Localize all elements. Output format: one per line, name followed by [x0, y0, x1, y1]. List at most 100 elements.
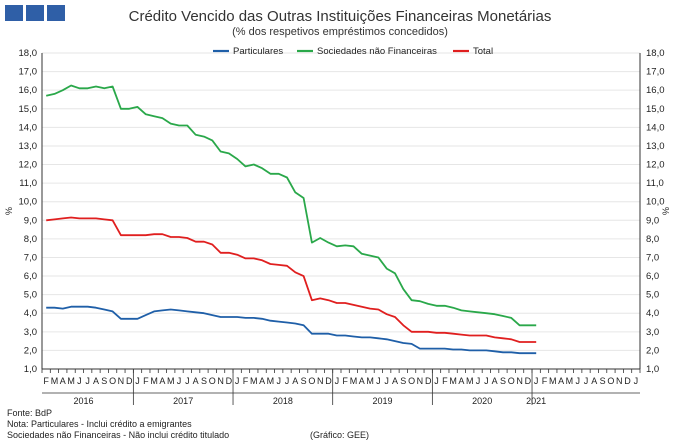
x-tick-label-month: J — [584, 376, 589, 386]
y-tick-label-right: 11,0 — [646, 178, 664, 189]
y-tick-label-left: 2,0 — [24, 345, 37, 356]
x-tick-label-month: A — [93, 376, 99, 386]
x-tick-label-month: A — [60, 376, 66, 386]
x-tick-label-month: A — [159, 376, 165, 386]
x-tick-label-month: M — [267, 376, 275, 386]
logo-block — [47, 5, 65, 21]
y-tick-label-left: 15,0 — [19, 104, 38, 115]
x-tick-label-month: O — [408, 376, 415, 386]
footer-note-snf: Sociedades não Financeiras - Não inclui … — [7, 430, 230, 440]
x-tick-label-month: S — [201, 376, 207, 386]
x-tick-label-month: S — [101, 376, 107, 386]
x-tick-label-year: 2021 — [526, 396, 546, 406]
y-tick-label-right: 13,0 — [646, 141, 665, 152]
y-tick-label-right: 1,0 — [646, 364, 659, 375]
y-tick-label-right: 7,0 — [646, 252, 659, 263]
y-tick-label-left: 6,0 — [24, 271, 37, 282]
x-tick-label-month: A — [292, 376, 298, 386]
y-tick-label-right: 4,0 — [646, 308, 659, 319]
y-tick-label-left: 7,0 — [24, 252, 37, 263]
x-tick-label-month: N — [516, 376, 523, 386]
x-tick-label-month: S — [400, 376, 406, 386]
x-tick-label-month: F — [342, 376, 348, 386]
x-tick-label-month: A — [359, 376, 365, 386]
footer-note-particulares: Nota: Particulares - Inclui crédito a em… — [7, 419, 192, 429]
x-tick-label-month: M — [51, 376, 59, 386]
x-tick-label-month: A — [259, 376, 265, 386]
x-tick-label-month: O — [109, 376, 116, 386]
x-tick-label-month: N — [417, 376, 424, 386]
y-tick-label-right: 14,0 — [646, 122, 665, 133]
y-tick-label-left: 1,0 — [24, 364, 37, 375]
x-tick-label-month: J — [534, 376, 539, 386]
x-tick-label-month: M — [250, 376, 258, 386]
y-tick-label-right: 10,0 — [646, 197, 665, 208]
x-tick-label-month: O — [308, 376, 315, 386]
y-tick-label-right: 17,0 — [646, 67, 665, 78]
x-tick-label-month: M — [449, 376, 457, 386]
x-tick-label-month: S — [600, 376, 606, 386]
x-tick-label-month: J — [177, 376, 182, 386]
x-tick-label-month: J — [185, 376, 190, 386]
y-axis-label-left: % — [4, 207, 14, 215]
x-tick-label-month: F — [243, 376, 249, 386]
x-tick-label-month: N — [317, 376, 324, 386]
x-tick-label-month: D — [624, 376, 631, 386]
x-tick-label-month: M — [67, 376, 75, 386]
x-tick-label-month: M — [167, 376, 175, 386]
x-tick-label-month: J — [285, 376, 290, 386]
x-tick-label-month: M — [466, 376, 474, 386]
x-tick-label-month: N — [616, 376, 623, 386]
legend-label: Particulares — [233, 46, 283, 57]
x-tick-label-month: A — [392, 376, 398, 386]
x-tick-label-month: F — [442, 376, 448, 386]
x-tick-label-year: 2020 — [472, 396, 492, 406]
x-tick-label-month: J — [235, 376, 240, 386]
logo — [5, 5, 65, 21]
x-tick-label-month: O — [209, 376, 216, 386]
x-tick-label-month: A — [591, 376, 597, 386]
y-tick-label-left: 11,0 — [19, 178, 37, 189]
x-tick-label-month: J — [575, 376, 580, 386]
x-tick-label-month: J — [335, 376, 340, 386]
series-line — [45, 84, 537, 327]
x-tick-label-month: M — [549, 376, 557, 386]
x-tick-label-month: A — [492, 376, 498, 386]
x-tick-label-month: J — [484, 376, 489, 386]
logo-block — [5, 5, 23, 21]
x-tick-label-month: A — [558, 376, 564, 386]
x-tick-label-month: J — [634, 376, 639, 386]
x-tick-label-month: F — [542, 376, 548, 386]
x-tick-label-month: M — [150, 376, 158, 386]
y-tick-label-right: 6,0 — [646, 271, 659, 282]
x-tick-label-month: J — [434, 376, 439, 386]
y-tick-label-left: 5,0 — [24, 290, 37, 301]
x-tick-label-month: J — [135, 376, 140, 386]
legend-label: Total — [473, 46, 493, 57]
y-tick-label-right: 3,0 — [646, 327, 659, 338]
x-tick-label-month: D — [525, 376, 532, 386]
legend-label: Sociedades não Financeiras — [317, 46, 437, 57]
x-tick-label-month: A — [193, 376, 199, 386]
x-tick-label-month: J — [476, 376, 481, 386]
x-tick-label-month: S — [500, 376, 506, 386]
y-tick-label-left: 13,0 — [19, 141, 38, 152]
y-tick-label-right: 8,0 — [646, 234, 659, 245]
y-tick-label-left: 18,0 — [19, 48, 38, 59]
x-tick-label-month: D — [226, 376, 233, 386]
y-tick-label-left: 9,0 — [24, 215, 37, 226]
x-tick-label-month: D — [325, 376, 332, 386]
x-tick-label-month: M — [350, 376, 358, 386]
x-tick-label-year: 2018 — [273, 396, 293, 406]
y-tick-label-left: 14,0 — [19, 122, 38, 133]
y-tick-label-left: 12,0 — [19, 160, 38, 171]
x-tick-label-month: D — [425, 376, 432, 386]
y-tick-label-left: 8,0 — [24, 234, 37, 245]
y-tick-label-right: 12,0 — [646, 160, 665, 171]
footer-source: Fonte: BdP — [7, 408, 53, 418]
x-tick-label-month: O — [508, 376, 515, 386]
y-tick-label-right: 15,0 — [646, 104, 665, 115]
series-line — [46, 305, 537, 355]
y-tick-label-left: 4,0 — [24, 308, 37, 319]
